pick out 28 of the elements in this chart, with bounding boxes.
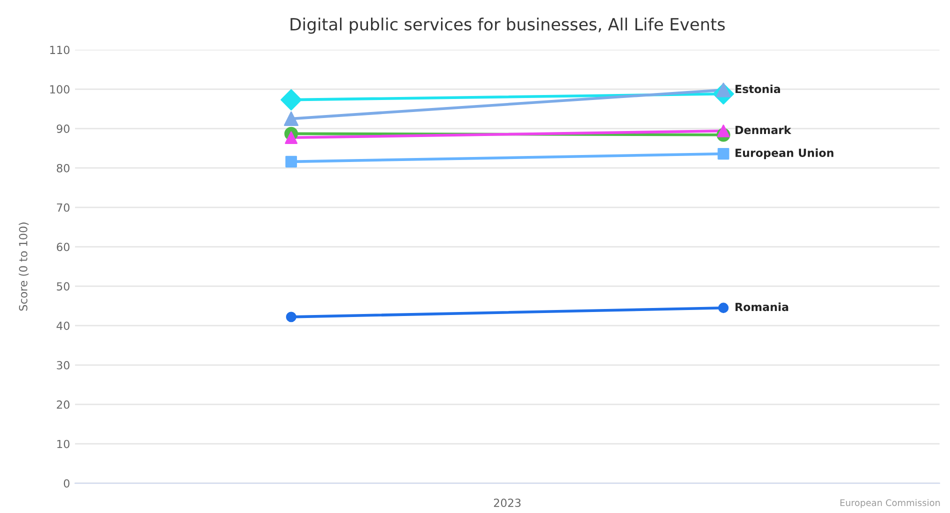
point	[284, 131, 298, 144]
y-tick-label: 10	[57, 440, 70, 448]
y-tick-label: 60	[56, 242, 70, 252]
y-axis-title: Score (0 to 100)	[18, 222, 29, 311]
point	[717, 124, 730, 138]
y-tick-label: 20	[56, 400, 70, 409]
chart-title: Digital public services for businesses, All Life Events	[290, 18, 725, 34]
series-label: Romania	[736, 302, 788, 312]
y-tick-label: 70	[56, 203, 70, 212]
y-tick-label: 50	[56, 282, 70, 291]
text: 2023	[494, 498, 521, 508]
y-tick-label: 30	[56, 361, 70, 370]
y-tick-label: 80	[56, 164, 70, 172]
point	[718, 302, 729, 314]
text: European Commission	[840, 499, 940, 508]
point	[718, 148, 730, 160]
y-tick-label: 90	[56, 124, 70, 133]
y-tick-label: 40	[56, 322, 70, 330]
point	[280, 89, 302, 110]
y-tick-label: 0	[64, 479, 70, 488]
point	[286, 312, 296, 322]
series-label: Denmark	[736, 126, 792, 134]
y-tick-label: 110	[50, 46, 70, 54]
y-tick-label: 100	[50, 85, 70, 94]
series-label: European Union	[736, 148, 834, 160]
series-label: Estonia	[736, 84, 780, 94]
point	[284, 111, 298, 126]
point	[285, 156, 297, 168]
